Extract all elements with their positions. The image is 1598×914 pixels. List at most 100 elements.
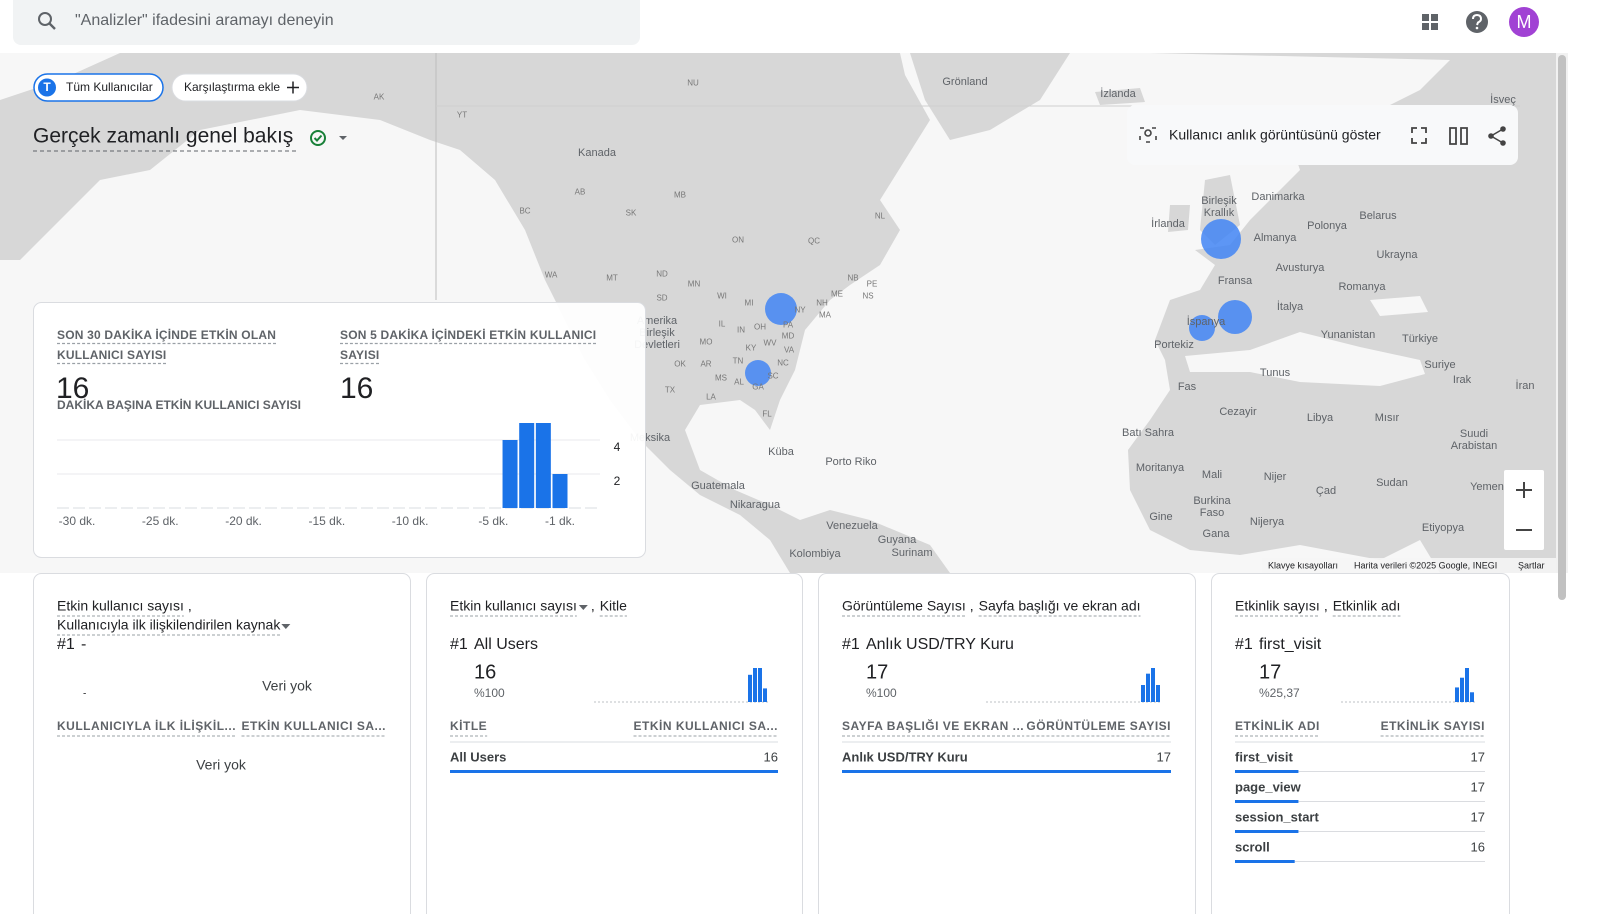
region-label: KY xyxy=(745,343,757,353)
land xyxy=(910,53,1070,140)
country-label: Nikaragua xyxy=(729,499,781,511)
compare-icon[interactable] xyxy=(1449,127,1468,145)
metric-30-value: 16 xyxy=(56,372,89,405)
help-icon[interactable] xyxy=(1466,11,1488,33)
country-label: Moritanya xyxy=(1135,462,1185,474)
card-metric[interactable]: Etkin kullanıcı sayısı xyxy=(450,598,577,614)
country-label: Küba xyxy=(768,446,794,458)
snapshot-label[interactable]: Kullanıcı anlık görüntüsünü göster xyxy=(1169,127,1381,143)
card-top-share: %25,37 xyxy=(1259,686,1300,700)
row-value: 17 xyxy=(1471,809,1485,824)
apps-icon[interactable] xyxy=(1422,14,1438,30)
fullscreen-icon[interactable] xyxy=(1411,127,1427,144)
card-separator: , xyxy=(1324,598,1328,614)
status-icon xyxy=(310,130,326,146)
region-label: NC xyxy=(777,358,789,368)
segment-name: Tüm Kullanıcılar xyxy=(66,80,153,94)
region-label: OK xyxy=(674,359,686,369)
country-label: Çad xyxy=(1315,485,1337,497)
country-label: İzlanda xyxy=(1100,88,1136,100)
region-label: SC xyxy=(767,371,779,381)
country-label: Avusturya xyxy=(1275,262,1325,274)
snapshot-icon[interactable] xyxy=(1139,127,1157,143)
country-label: İtalya xyxy=(1276,301,1304,313)
row-name: Anlık USD/TRY Kuru xyxy=(842,749,968,764)
spark-bar xyxy=(1151,668,1155,702)
region-label: MB xyxy=(674,190,686,200)
card-top-share: %100 xyxy=(474,686,505,700)
region-label: MS xyxy=(715,373,727,383)
region-label: GA xyxy=(752,382,764,392)
country-label: Nijerya xyxy=(1249,516,1285,528)
country-label: Nijer xyxy=(1263,471,1287,483)
card-rank: #1 xyxy=(57,636,75,653)
dropdown[interactable] xyxy=(281,624,291,629)
column-header: KULLANICIYLA İLK İLİŞKİL... xyxy=(57,718,236,733)
card-dimension[interactable]: Kullanıcıyla ilk ilişkilendirilen kaynak xyxy=(57,617,281,633)
card-dimension[interactable]: Kitle xyxy=(600,598,627,614)
country-label: Porto Riko xyxy=(825,456,877,468)
user-bubble xyxy=(1189,315,1215,341)
map-shortcuts[interactable]: Klavye kısayolları xyxy=(1268,560,1338,570)
region-label: PE xyxy=(866,279,878,289)
region-label: QC xyxy=(808,236,820,246)
zoom-in[interactable] xyxy=(1516,482,1532,498)
card xyxy=(1211,573,1510,914)
card-rank: #1 xyxy=(1235,636,1253,653)
card-top-value: 17 xyxy=(1259,661,1281,683)
column-header: ETKİNLİK SAYISI xyxy=(1381,718,1485,733)
share-icon xyxy=(1489,128,1504,144)
country-label: Yemen xyxy=(1470,481,1504,493)
avatar[interactable] xyxy=(1509,7,1539,37)
segment-chip[interactable] xyxy=(33,73,164,102)
column-header: GÖRÜNTÜLEME SAYISI xyxy=(1026,718,1171,733)
dropdown[interactable] xyxy=(578,605,588,610)
map-attribution: Harita verileri ©2025 Google, INEGI xyxy=(1354,560,1497,570)
compare-chip[interactable] xyxy=(171,73,308,102)
country-label: Polonya xyxy=(1307,220,1347,232)
zoom-control xyxy=(1504,470,1544,550)
country-label: Suudi Arabistan xyxy=(1450,428,1498,452)
bar xyxy=(519,423,535,508)
bar xyxy=(535,423,551,508)
card-separator: , xyxy=(591,598,595,614)
card-separator: , xyxy=(970,598,974,614)
overview-card xyxy=(33,302,646,558)
title-dropdown[interactable] xyxy=(339,136,347,140)
region-label: ME xyxy=(831,289,843,299)
column-header: ETKİNLİK ADI xyxy=(1235,718,1320,733)
region-label: MD xyxy=(781,331,795,341)
country-label: Batı Sahra xyxy=(1122,427,1174,439)
scrollbar-thumb[interactable] xyxy=(1558,55,1566,600)
empty-chart: Veri yok xyxy=(262,678,313,694)
land xyxy=(1168,205,1190,232)
card-dimension[interactable]: Sayfa başlığı ve ekran adı xyxy=(979,598,1141,614)
search-box[interactable] xyxy=(13,0,640,45)
snapshot-icon xyxy=(1144,129,1152,137)
row-share-bar xyxy=(1235,770,1299,773)
row-share-bar xyxy=(1235,860,1295,863)
country-label: Irak xyxy=(1452,374,1472,386)
card-top-name: All Users xyxy=(474,636,538,653)
region-label: WV xyxy=(763,338,777,348)
card-metric[interactable]: Etkin kullanıcı sayısı xyxy=(57,598,184,614)
country-label: Tunus xyxy=(1259,367,1291,379)
sea xyxy=(1370,296,1428,316)
country-label: Guyana xyxy=(877,534,917,546)
spark-bar xyxy=(1460,677,1464,702)
map-terms[interactable]: Şartlar xyxy=(1518,560,1545,570)
card-metric[interactable]: Etkinlik sayısı xyxy=(1235,598,1320,614)
card-metric[interactable]: Görüntüleme Sayısı xyxy=(842,598,966,614)
card-dimension[interactable]: Etkinlik adı xyxy=(1333,598,1401,614)
region-label: SK xyxy=(625,208,637,218)
region-label: SD xyxy=(656,293,668,303)
country-label: Mali xyxy=(1201,469,1223,481)
country-label: Kolombiya xyxy=(789,548,841,560)
country-label: Danimarka xyxy=(1251,191,1305,203)
x-tick-label: -20 dk. xyxy=(225,514,262,528)
country-label: Libya xyxy=(1306,412,1334,424)
country-label: Gana xyxy=(1202,528,1230,540)
row-value: 16 xyxy=(1471,839,1485,854)
